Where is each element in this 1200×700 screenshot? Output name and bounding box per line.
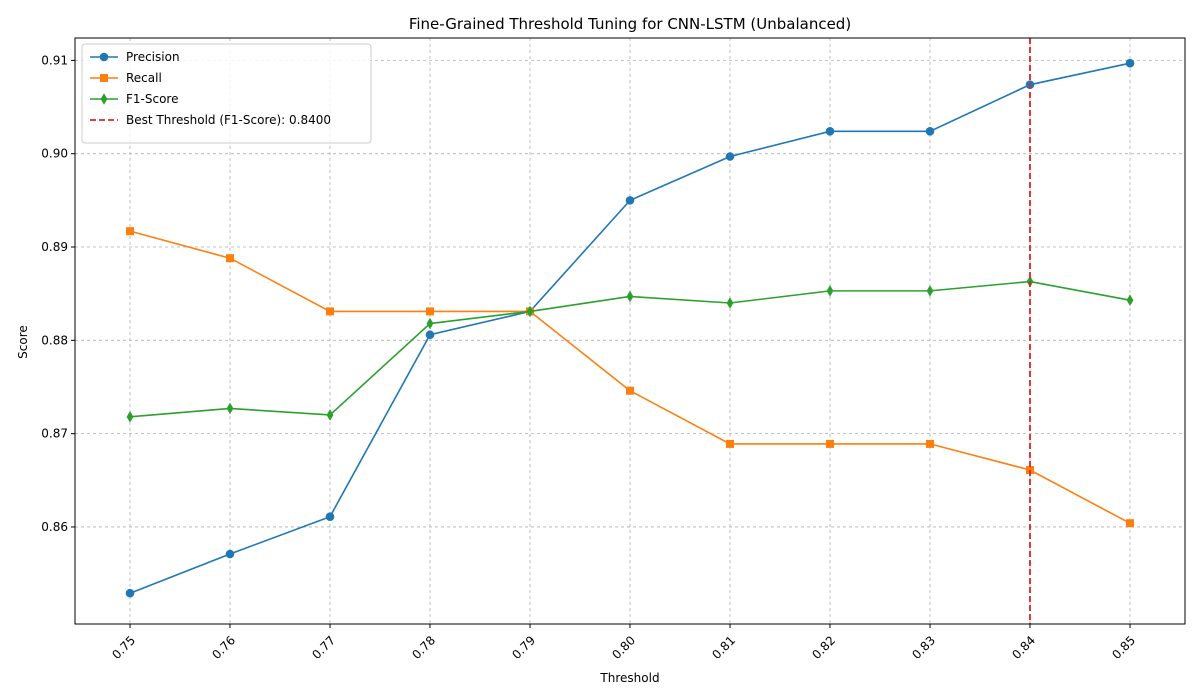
legend-entry: Best Threshold (F1-Score): 0.8400	[90, 113, 331, 127]
recall-point	[326, 307, 334, 316]
legend-label: Best Threshold (F1-Score): 0.8400	[126, 113, 331, 127]
f1-score-point	[1126, 294, 1134, 307]
precision-point	[725, 152, 735, 161]
legend-box	[81, 43, 372, 144]
chart-title: Fine-Grained Threshold Tuning for CNN-LS…	[409, 15, 851, 33]
legend-label: Precision	[126, 50, 180, 64]
y-tick-label: 0.89	[41, 240, 68, 254]
y-axis: 0.86 0.87 0.88 0.89 0.90 0.91	[41, 53, 75, 534]
y-tick-label: 0.86	[41, 520, 68, 534]
precision-point	[225, 549, 235, 559]
precision-point	[825, 127, 835, 136]
f1-score-point	[526, 305, 534, 318]
legend-label: F1-Score	[126, 92, 178, 106]
precision-point	[425, 330, 435, 340]
legend-swatch-marker	[100, 74, 108, 82]
legend-swatch-marker	[100, 93, 108, 105]
y-tick-label: 0.90	[41, 147, 68, 161]
legend-entry: F1-Score	[90, 92, 178, 106]
recall-point	[226, 254, 234, 263]
recall-point	[726, 439, 734, 448]
y-axis-label: Score	[16, 325, 30, 359]
f1-score-point	[726, 297, 734, 309]
legend-entry: Precision	[90, 50, 180, 64]
f1-score-point	[826, 285, 834, 297]
f1-score-point	[226, 402, 234, 415]
legend-entry: Recall	[90, 71, 162, 85]
precision-point	[925, 127, 935, 136]
legend-label: Recall	[126, 71, 162, 85]
f1-score-point	[926, 285, 934, 297]
precision-point	[125, 588, 135, 598]
recall-point	[1126, 519, 1134, 528]
legend-swatch-marker	[99, 52, 109, 62]
recall-point	[126, 227, 134, 236]
precision-point	[1125, 58, 1135, 68]
y-tick-label: 0.91	[41, 53, 68, 67]
precision-point	[625, 196, 635, 205]
legend: Precision Recall F1-Score Best Threshold (F…	[81, 43, 372, 144]
x-axis-label: Threshold	[599, 671, 659, 685]
y-tick-label: 0.88	[41, 333, 68, 347]
f1-score-point	[626, 290, 634, 303]
recall-point	[926, 439, 934, 448]
recall-point	[626, 386, 634, 395]
recall-point	[826, 439, 834, 448]
precision-point	[325, 512, 335, 521]
series-f1-score	[126, 275, 1134, 423]
f1-score-point	[126, 411, 134, 423]
recall-point	[426, 307, 434, 316]
f1-score-point	[426, 317, 434, 330]
y-tick-label: 0.87	[41, 427, 68, 441]
f1-score-point	[326, 409, 334, 421]
